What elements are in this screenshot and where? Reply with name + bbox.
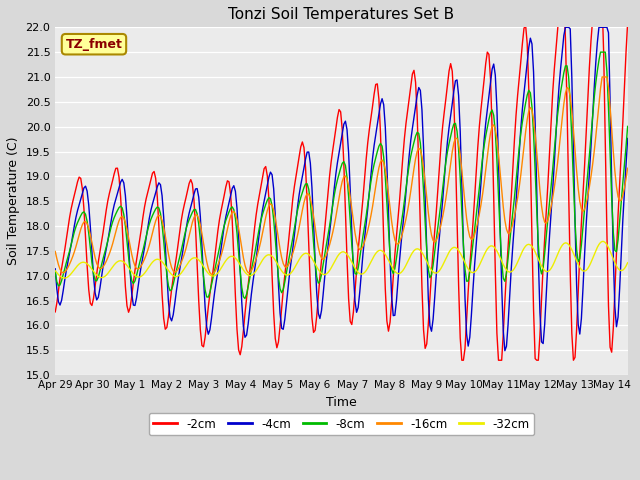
Legend: -2cm, -4cm, -8cm, -16cm, -32cm: -2cm, -4cm, -8cm, -16cm, -32cm (148, 413, 534, 435)
Text: TZ_fmet: TZ_fmet (65, 38, 122, 51)
X-axis label: Time: Time (326, 396, 357, 408)
Title: Tonzi Soil Temperatures Set B: Tonzi Soil Temperatures Set B (228, 7, 454, 22)
Y-axis label: Soil Temperature (C): Soil Temperature (C) (7, 137, 20, 265)
